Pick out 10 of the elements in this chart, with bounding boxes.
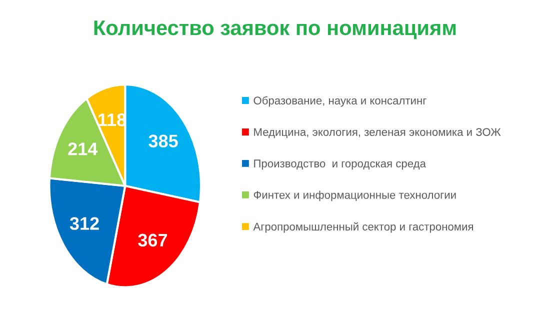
chart-title: Количество заявок по номинациям <box>94 20 456 40</box>
legend-label: Медицина, экология, зеленая экономика и ЗОЖ <box>254 128 501 138</box>
data-label: 312 <box>70 217 99 230</box>
legend-label: Образование, наука и консалтинг <box>254 96 426 107</box>
data-label: 385 <box>148 134 178 148</box>
legend-label: Финтех и информационные технологии <box>254 190 456 202</box>
legend-label: Агропромышленный сектор и гастрономия <box>253 222 473 233</box>
data-label: 214 <box>68 142 98 156</box>
legend-label: Производство и городская среда <box>254 160 426 170</box>
data-label: 367 <box>138 234 167 247</box>
